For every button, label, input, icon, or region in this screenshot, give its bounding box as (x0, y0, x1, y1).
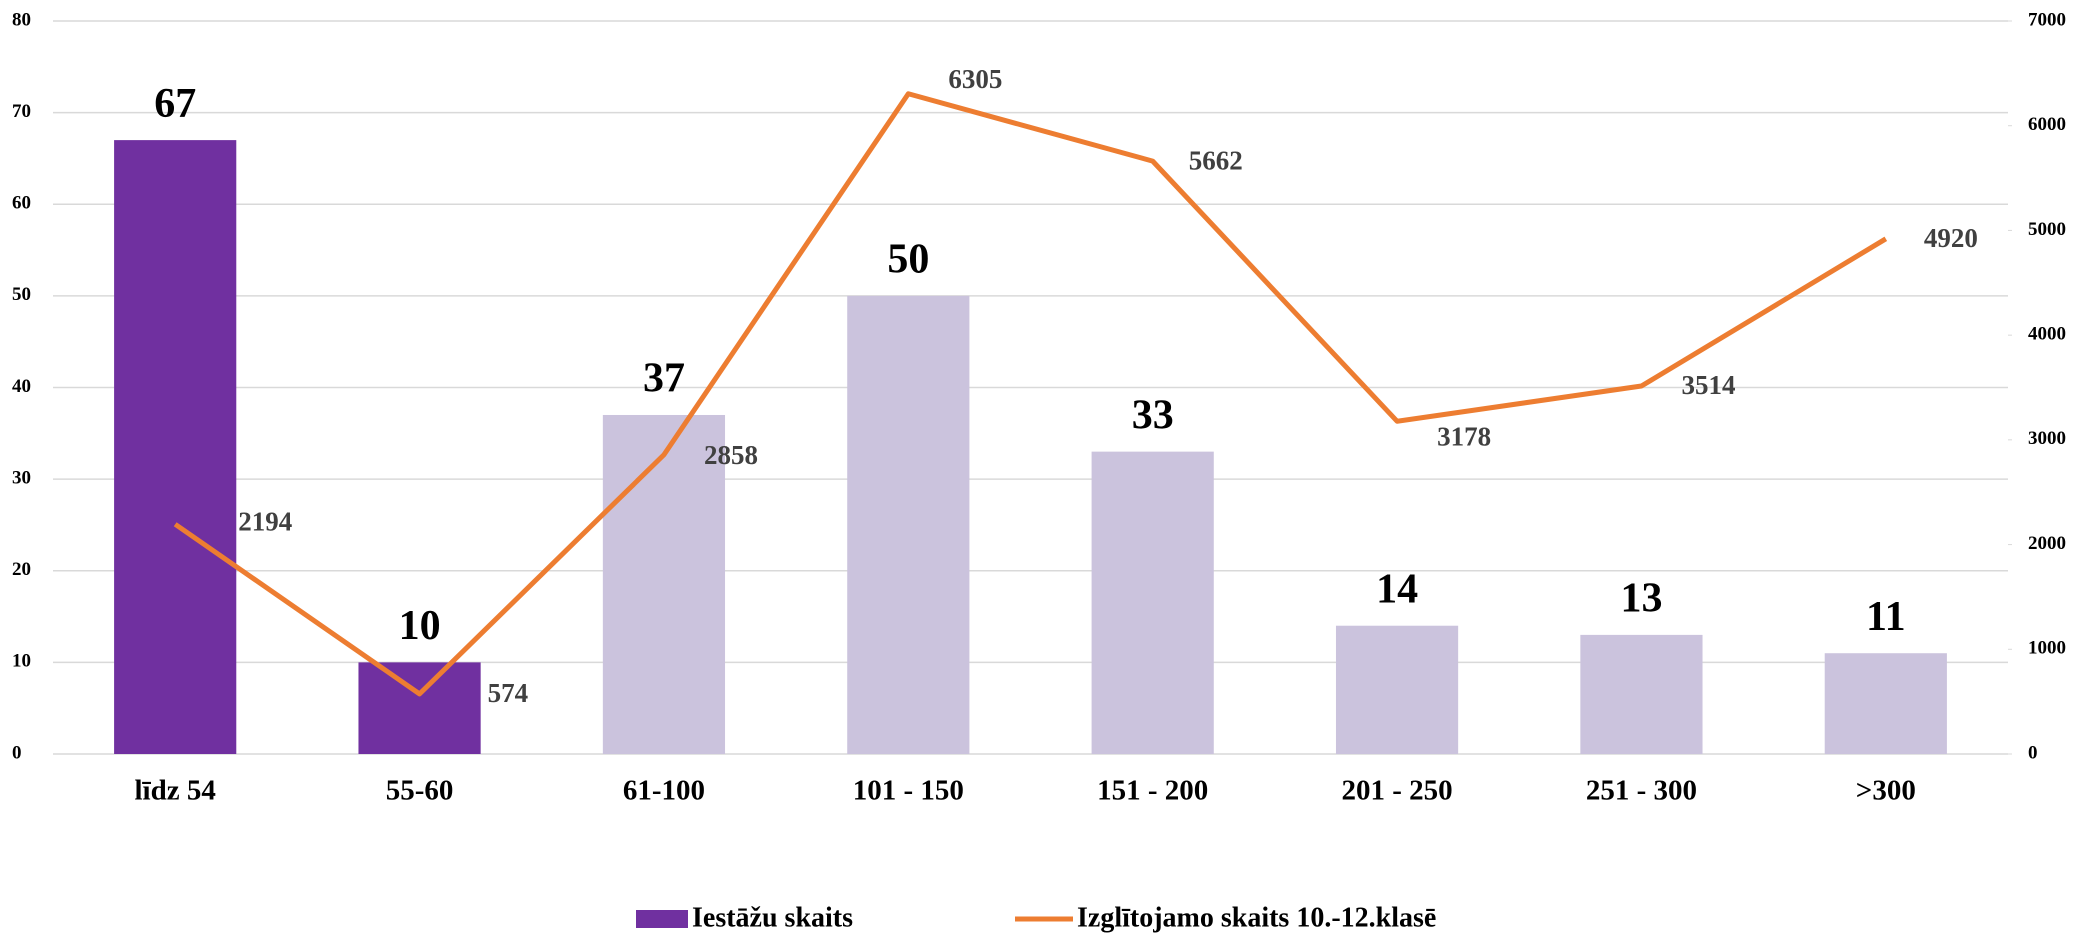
line-value-label: 6305 (948, 64, 1002, 94)
bar (847, 295, 970, 754)
legend-label: Izglītojamo skaits 10.-12.klasē (1077, 902, 1436, 933)
y2-tick-label: 0 (2028, 742, 2038, 763)
bar-value-label: 14 (1376, 566, 1418, 612)
y-tick-label: 40 (12, 376, 31, 397)
line-value-label: 3178 (1437, 421, 1491, 451)
y2-tick-label: 7000 (2028, 9, 2066, 30)
y-tick-label: 60 (12, 193, 31, 214)
bar-value-label: 67 (154, 81, 196, 127)
x-tick-label: līdz 54 (135, 775, 216, 807)
bar-value-label: 13 (1620, 576, 1662, 622)
line-value-label: 5662 (1189, 145, 1243, 175)
line-value-label: 2858 (704, 440, 758, 470)
legend-label: Iestāžu skaits (692, 902, 853, 933)
y-tick-label: 80 (12, 9, 31, 30)
line-value-label: 574 (488, 678, 529, 708)
x-tick-label: 61-100 (623, 775, 705, 807)
bar (114, 140, 237, 755)
y-tick-label: 30 (12, 467, 31, 488)
y2-tick-label: 4000 (2028, 324, 2066, 345)
y-tick-label: 0 (12, 742, 22, 763)
y2-tick-label: 1000 (2028, 638, 2066, 659)
line-value-label: 2194 (238, 506, 292, 536)
y2-tick-label: 3000 (2028, 428, 2066, 449)
bar-value-label: 33 (1132, 392, 1174, 438)
x-tick-label: 101 - 150 (853, 775, 964, 807)
x-tick-label: 151 - 200 (1097, 775, 1208, 807)
bar-value-label: 11 (1866, 594, 1906, 640)
bar-value-label: 37 (643, 356, 685, 402)
line-value-label: 4920 (1924, 223, 1978, 253)
bar-value-label: 50 (887, 237, 929, 283)
bar (1824, 653, 1947, 754)
y2-tick-label: 5000 (2028, 219, 2066, 240)
legend-swatch (636, 910, 688, 928)
line-value-label: 3514 (1681, 370, 1735, 400)
y-tick-label: 20 (12, 559, 31, 580)
y-tick-label: 50 (12, 284, 31, 305)
bar (1580, 634, 1703, 754)
x-tick-label: 251 - 300 (1586, 775, 1697, 807)
x-tick-label: 55-60 (386, 775, 454, 807)
y-tick-label: 10 (12, 651, 31, 672)
y-tick-label: 70 (12, 101, 31, 122)
y2-tick-label: 2000 (2028, 533, 2066, 554)
y2-tick-label: 6000 (2028, 114, 2066, 135)
bar (1091, 451, 1214, 754)
bar (358, 662, 481, 754)
bar (1335, 625, 1459, 754)
bar (602, 414, 726, 754)
line (173, 91, 1888, 697)
bar-value-label: 10 (399, 603, 441, 649)
x-tick-label: 201 - 250 (1341, 775, 1452, 807)
x-tick-label: >300 (1856, 775, 1916, 807)
